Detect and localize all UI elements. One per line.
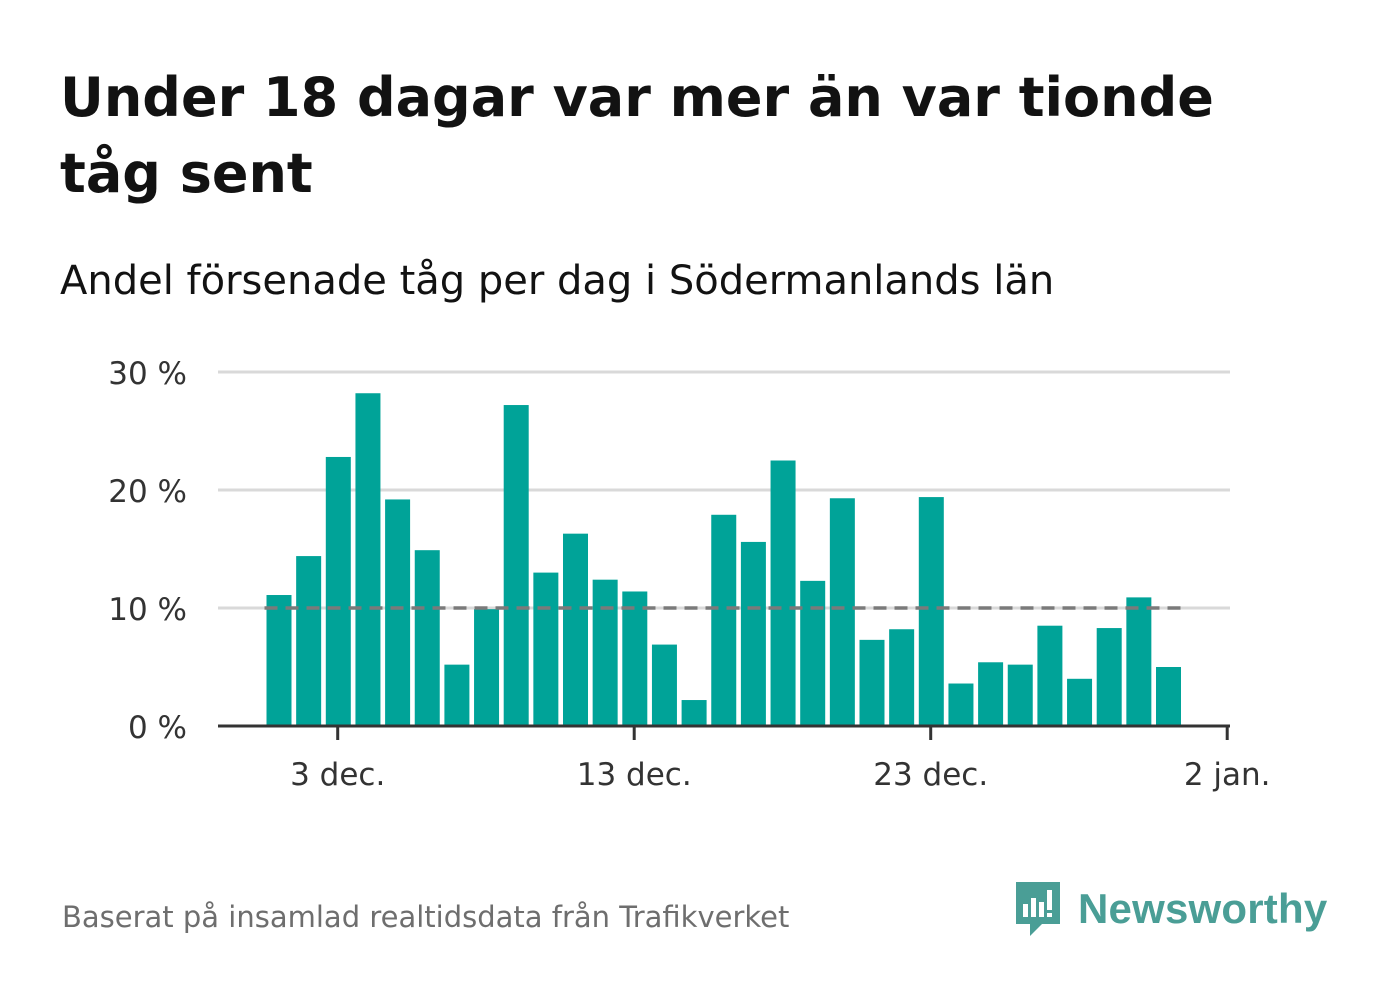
x-tick-label: 23 dec. xyxy=(873,757,988,793)
bar xyxy=(563,533,588,726)
bar xyxy=(1096,628,1122,726)
newsworthy-logo-text: Newsworthy xyxy=(1078,885,1328,932)
bar xyxy=(474,609,500,726)
y-tick-label: 0 % xyxy=(128,710,187,746)
bar xyxy=(385,499,411,726)
bar xyxy=(800,580,826,726)
y-tick-label: 20 % xyxy=(108,474,187,510)
bar xyxy=(266,595,292,726)
bar xyxy=(296,556,322,726)
bar xyxy=(918,497,944,726)
axes xyxy=(218,724,1230,740)
bar xyxy=(1007,664,1033,726)
bar xyxy=(829,498,855,726)
x-tick-label: 3 dec. xyxy=(290,757,385,793)
y-tick-label: 30 % xyxy=(108,356,187,392)
bar xyxy=(1126,597,1152,726)
bar xyxy=(444,664,470,726)
bar xyxy=(740,541,766,726)
y-tick-label: 10 % xyxy=(108,592,187,628)
bar xyxy=(533,572,559,726)
source-note: Baserat på insamlad realtidsdata från Tr… xyxy=(62,900,790,934)
tick-labels: 0 % 10 % 20 % 30 % 3 dec. 13 dec. 23 dec. 2 jan… xyxy=(108,356,1270,793)
bar xyxy=(948,683,974,726)
bars xyxy=(266,393,1181,726)
bar xyxy=(681,700,707,726)
bar xyxy=(651,644,677,726)
bar xyxy=(355,393,381,726)
bar xyxy=(503,405,529,726)
x-tick-label: 2 jan. xyxy=(1184,757,1271,793)
bar xyxy=(622,591,648,726)
chart-subtitle: Andel försenade tåg per dag i Södermanla… xyxy=(60,258,1055,304)
bar xyxy=(414,550,440,726)
bar xyxy=(711,514,737,726)
bar xyxy=(325,456,351,726)
bar xyxy=(592,579,618,726)
newsworthy-logo: Newsworthy xyxy=(1012,878,1327,940)
bar xyxy=(1067,678,1093,726)
bar xyxy=(859,639,885,726)
newsworthy-logo-icon xyxy=(1016,882,1060,936)
bar xyxy=(889,629,915,726)
bar xyxy=(1156,667,1181,726)
bar xyxy=(1037,625,1063,726)
chart-title: Under 18 dagar var mer än var tionde tåg… xyxy=(60,66,1214,205)
bar xyxy=(978,662,1004,726)
x-tick-label: 13 dec. xyxy=(577,757,692,793)
bar xyxy=(770,460,796,726)
